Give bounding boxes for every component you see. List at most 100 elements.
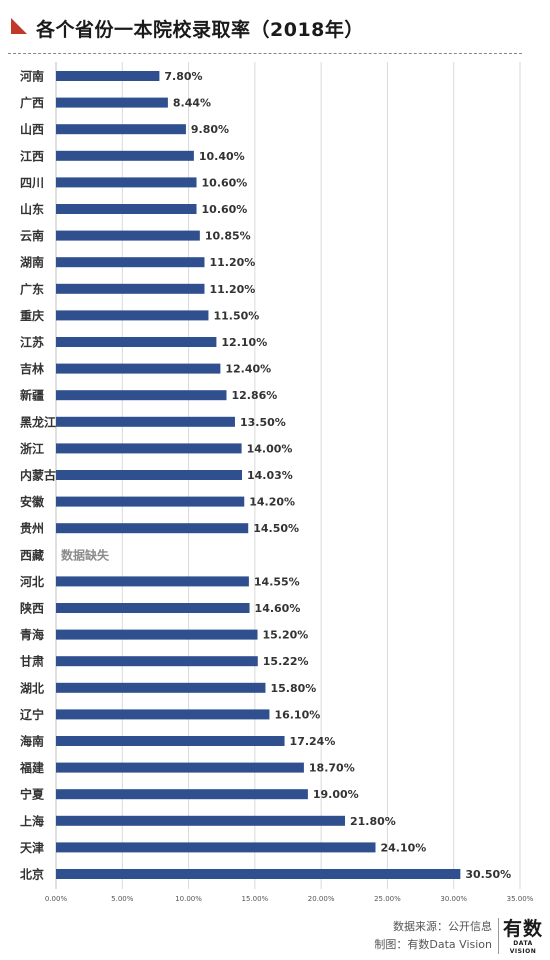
bar xyxy=(56,204,197,214)
category-label: 西藏 xyxy=(20,547,44,562)
bar xyxy=(56,443,242,454)
value-label: 14.00% xyxy=(247,442,293,455)
value-label: 14.55% xyxy=(254,575,300,588)
brand-name: 有数 xyxy=(502,918,543,940)
bar xyxy=(56,150,194,161)
value-label: 14.03% xyxy=(247,469,293,482)
chart-title: 各个省份一本院校录取率（2018年） xyxy=(36,19,364,41)
x-tick-label: 5.00% xyxy=(111,895,134,903)
value-label: 15.80% xyxy=(270,682,316,695)
x-tick-label: 0.00% xyxy=(45,895,68,903)
x-tick-label: 20.00% xyxy=(308,895,335,903)
bar xyxy=(56,363,221,374)
category-label: 陕西 xyxy=(20,601,44,616)
value-label: 7.80% xyxy=(164,70,202,83)
bar xyxy=(56,230,200,241)
value-label: 15.22% xyxy=(263,655,309,668)
bar xyxy=(56,762,304,773)
bar xyxy=(56,736,285,746)
bar xyxy=(56,523,249,534)
category-label: 重庆 xyxy=(20,308,44,323)
category-label: 广西 xyxy=(20,95,44,110)
bar xyxy=(56,682,266,693)
title-area: 各个省份一本院校录取率（2018年） xyxy=(0,0,550,56)
category-label: 青海 xyxy=(20,627,44,642)
category-label: 安徽 xyxy=(20,494,45,509)
value-label: 24.10% xyxy=(380,841,426,854)
x-tick-label: 35.00% xyxy=(507,895,534,903)
bar xyxy=(56,576,249,587)
bar xyxy=(56,124,186,135)
bar xyxy=(56,257,205,268)
value-label: 11.20% xyxy=(209,283,255,296)
value-label: 10.85% xyxy=(205,230,251,243)
category-label: 辽宁 xyxy=(20,707,44,722)
category-label: 广东 xyxy=(20,281,44,296)
title-marker-icon xyxy=(11,18,27,34)
category-label: 云南 xyxy=(20,228,44,243)
value-label: 12.40% xyxy=(225,363,271,376)
value-label: 18.70% xyxy=(309,762,355,775)
value-label: 11.50% xyxy=(213,309,259,322)
category-label: 湖南 xyxy=(20,255,44,270)
bar xyxy=(56,71,160,81)
category-label: 黑龙江 xyxy=(20,414,56,429)
category-label: 山东 xyxy=(20,202,44,217)
value-label: 11.20% xyxy=(209,256,255,269)
bar xyxy=(56,656,258,667)
category-label: 浙江 xyxy=(20,441,44,456)
value-label: 10.60% xyxy=(202,176,248,189)
bar xyxy=(56,416,235,427)
value-label: 14.20% xyxy=(249,496,295,509)
category-label: 甘肃 xyxy=(20,654,44,669)
value-label: 14.50% xyxy=(253,522,299,535)
category-label: 山西 xyxy=(20,122,44,137)
bar xyxy=(56,97,168,108)
category-label: 湖北 xyxy=(20,680,44,695)
bar xyxy=(56,177,197,188)
x-tick-label: 10.00% xyxy=(175,895,202,903)
category-label: 河南 xyxy=(19,69,44,84)
value-label: 30.50% xyxy=(465,868,511,881)
bar xyxy=(56,390,227,401)
brand-logo: 有数 DATA VISION xyxy=(498,918,547,955)
bar xyxy=(56,789,308,800)
category-label: 海南 xyxy=(20,734,44,749)
value-label: 10.60% xyxy=(202,203,248,216)
value-label: 8.44% xyxy=(173,97,211,110)
x-tick-label: 25.00% xyxy=(374,895,401,903)
category-label: 贵州 xyxy=(20,521,44,536)
value-label: 12.10% xyxy=(221,336,267,349)
value-label: 17.24% xyxy=(290,735,336,748)
title-divider xyxy=(8,53,522,54)
x-tick-label: 30.00% xyxy=(440,895,467,903)
category-label: 江西 xyxy=(20,148,44,163)
bar xyxy=(56,470,242,480)
footer: 数据来源：公开信息 制图：有数Data Vision xyxy=(374,918,492,954)
bar xyxy=(56,337,217,347)
bar xyxy=(56,709,270,720)
value-label: 12.86% xyxy=(231,389,277,402)
category-label: 河北 xyxy=(19,574,44,589)
brand-tagline: DATA VISION xyxy=(509,940,537,955)
category-label: 宁夏 xyxy=(20,787,45,802)
bar xyxy=(56,496,245,507)
bar xyxy=(56,283,205,294)
bar xyxy=(56,603,250,613)
value-label: 16.10% xyxy=(274,708,320,721)
bar xyxy=(56,815,346,826)
maker-note: 制图：有数Data Vision xyxy=(374,938,492,951)
value-label: 21.80% xyxy=(350,815,396,828)
category-label: 北京 xyxy=(20,867,44,882)
category-label: 四川 xyxy=(20,176,44,190)
source-note: 数据来源：公开信息 xyxy=(393,920,492,933)
bar xyxy=(56,869,461,879)
value-label: 9.80% xyxy=(191,123,229,136)
category-label: 新疆 xyxy=(20,388,44,403)
missing-data-label: 数据缺失 xyxy=(61,547,110,562)
bar xyxy=(56,310,209,321)
category-label: 福建 xyxy=(19,760,45,775)
bar xyxy=(56,842,376,853)
value-label: 10.40% xyxy=(199,150,245,163)
